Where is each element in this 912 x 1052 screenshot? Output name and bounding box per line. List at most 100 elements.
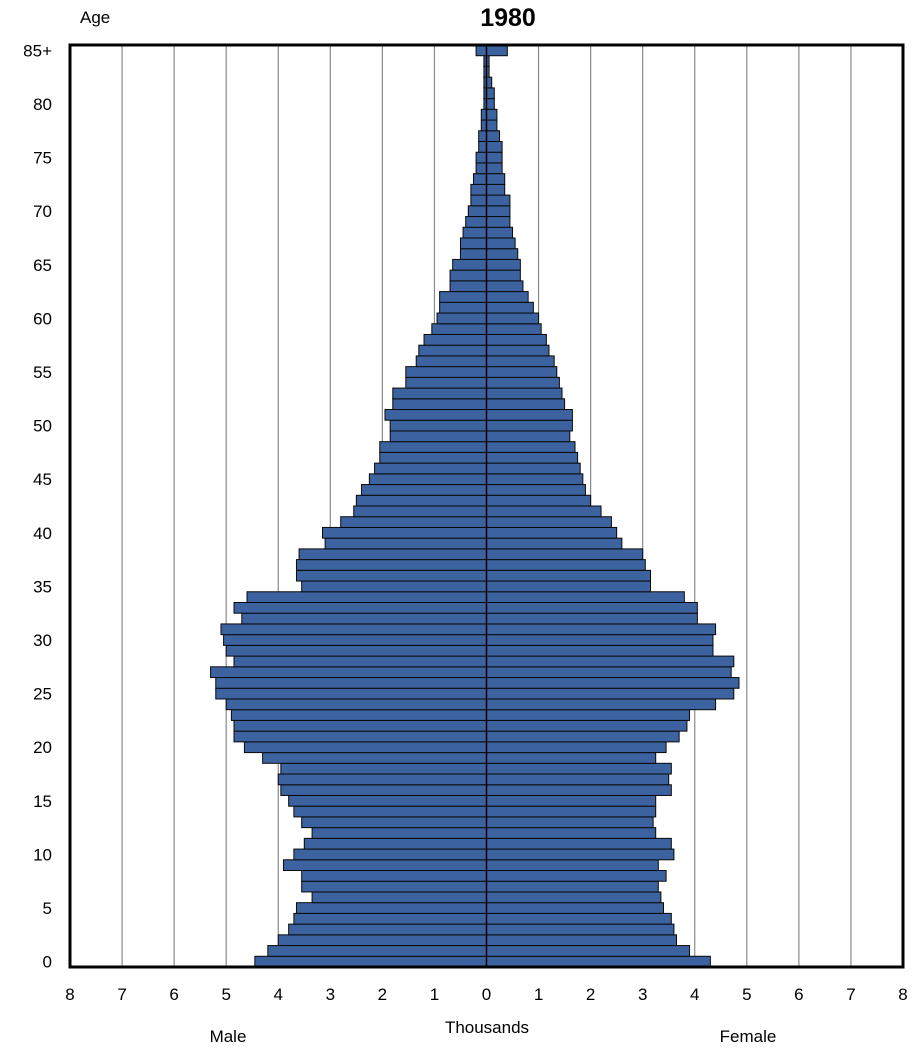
bar-male-age-21 — [233, 730, 487, 743]
bar-female-age-36 — [486, 569, 651, 582]
bar-male-age-25 — [215, 687, 487, 700]
bar-male-age-68 — [462, 226, 487, 239]
bar-female-age-47 — [486, 451, 579, 464]
y-tick-label: 85+ — [23, 41, 52, 60]
bar-female-age-77 — [486, 130, 501, 142]
bar-male-age-17 — [277, 773, 487, 786]
bar-male-age-14 — [293, 805, 487, 818]
bar-female-age-53 — [486, 387, 563, 400]
y-tick-label: 10 — [33, 845, 52, 864]
plot-frame — [68, 43, 905, 969]
bar-male-age-12 — [311, 827, 488, 839]
bar-female-age-41 — [486, 516, 612, 528]
bar-male-age-29 — [225, 644, 487, 657]
bar-female-age-79 — [486, 108, 498, 121]
y-tick-label: 20 — [33, 738, 52, 757]
bar-male-age-33 — [233, 601, 487, 614]
bar-male-age-52 — [392, 398, 488, 411]
x-tick-label: 2 — [378, 985, 387, 1004]
bar-female-age-69 — [486, 216, 511, 228]
y-tick-label: 5 — [43, 899, 52, 918]
bar-female-age-14 — [486, 805, 657, 818]
bar-female-age-10 — [486, 848, 675, 861]
bar-male-age-67 — [459, 237, 487, 250]
bar-male-age-71 — [470, 194, 488, 207]
bar-male-age-85+ — [475, 44, 487, 57]
bar-male-age-3 — [288, 923, 487, 936]
x-tick-label: 8 — [65, 985, 74, 1004]
x-axis-title: Thousands — [445, 1018, 529, 1037]
bar-male-age-7 — [301, 880, 487, 893]
bar-female-age-61 — [486, 301, 534, 314]
bar-female-age-52 — [486, 398, 566, 411]
bar-male-age-61 — [439, 301, 487, 314]
bar-female-age-21 — [486, 730, 680, 743]
bar-female-age-82 — [486, 76, 493, 89]
bar-female-age-16 — [486, 784, 672, 796]
bar-male-age-66 — [459, 248, 487, 260]
x-tick-label: 3 — [638, 985, 647, 1004]
bar-male-age-63 — [449, 280, 487, 293]
bar-male-age-44 — [361, 484, 487, 496]
bar-female-age-1 — [486, 945, 691, 957]
bar-male-age-36 — [295, 569, 487, 582]
bar-female-age-0 — [486, 955, 711, 968]
bar-male-age-9 — [282, 859, 487, 872]
y-tick-labels: 0 5 10 15 20 25 30 35 40 45 50 55 60 65 70 75 80 85+ — [23, 41, 52, 971]
bar-female-age-74 — [486, 162, 503, 175]
bar-male-age-78 — [480, 119, 488, 132]
bar-male-age-47 — [379, 451, 488, 464]
bar-male-age-77 — [478, 130, 487, 142]
bar-male-age-22 — [233, 719, 487, 732]
bar-female-age-55 — [486, 366, 558, 378]
bar-female-age-64 — [486, 269, 521, 282]
male-label: Male — [210, 1027, 247, 1046]
bar-female-age-34 — [486, 591, 685, 603]
bar-male-age-48 — [379, 441, 488, 453]
x-tick-label: 1 — [534, 985, 543, 1004]
bar-female-age-28 — [486, 655, 735, 668]
y-tick-label: 45 — [33, 470, 52, 489]
bar-female-age-85+ — [486, 44, 508, 57]
bar-male-age-72 — [470, 183, 488, 196]
bar-male-age-65 — [452, 258, 487, 271]
bar-male-age-34 — [246, 591, 487, 603]
bar-male-age-8 — [301, 870, 487, 882]
bar-female-age-72 — [486, 183, 506, 196]
bar-male-age-28 — [233, 655, 487, 668]
bar-female-age-27 — [486, 666, 732, 679]
bar-female-age-70 — [486, 205, 511, 218]
bar-male-age-50 — [389, 419, 488, 432]
bar-male-age-10 — [293, 848, 487, 861]
bar-female-age-33 — [486, 601, 698, 614]
bar-female-age-18 — [486, 762, 672, 775]
bar-female-age-30 — [486, 634, 714, 646]
y-tick-label: 75 — [33, 149, 52, 168]
bar-male-age-45 — [368, 473, 487, 486]
bar-female-age-38 — [486, 548, 644, 561]
y-tick-label: 55 — [33, 363, 52, 382]
bars — [210, 44, 740, 968]
bar-female-age-56 — [486, 355, 555, 368]
y-tick-label: 60 — [33, 309, 52, 328]
bar-female-age-71 — [486, 194, 511, 207]
x-tick-label: 4 — [274, 985, 283, 1004]
bar-male-age-64 — [449, 269, 487, 282]
bar-female-age-81 — [486, 87, 495, 100]
bar-female-age-60 — [486, 312, 540, 325]
bar-male-age-73 — [472, 173, 487, 185]
bar-female-age-31 — [486, 623, 717, 636]
bar-female-age-7 — [486, 880, 659, 893]
bar-male-age-39 — [324, 537, 488, 550]
y-tick-label: 25 — [33, 685, 52, 704]
bar-female-age-63 — [486, 280, 524, 293]
bar-female-age-35 — [486, 580, 651, 593]
bar-male-age-37 — [295, 559, 487, 571]
bar-male-age-55 — [405, 366, 488, 378]
bar-female-age-68 — [486, 226, 514, 239]
bar-male-age-11 — [303, 837, 487, 850]
bar-female-age-32 — [486, 612, 698, 625]
bar-male-age-16 — [280, 784, 487, 796]
chart-title: 1980 — [480, 4, 536, 32]
